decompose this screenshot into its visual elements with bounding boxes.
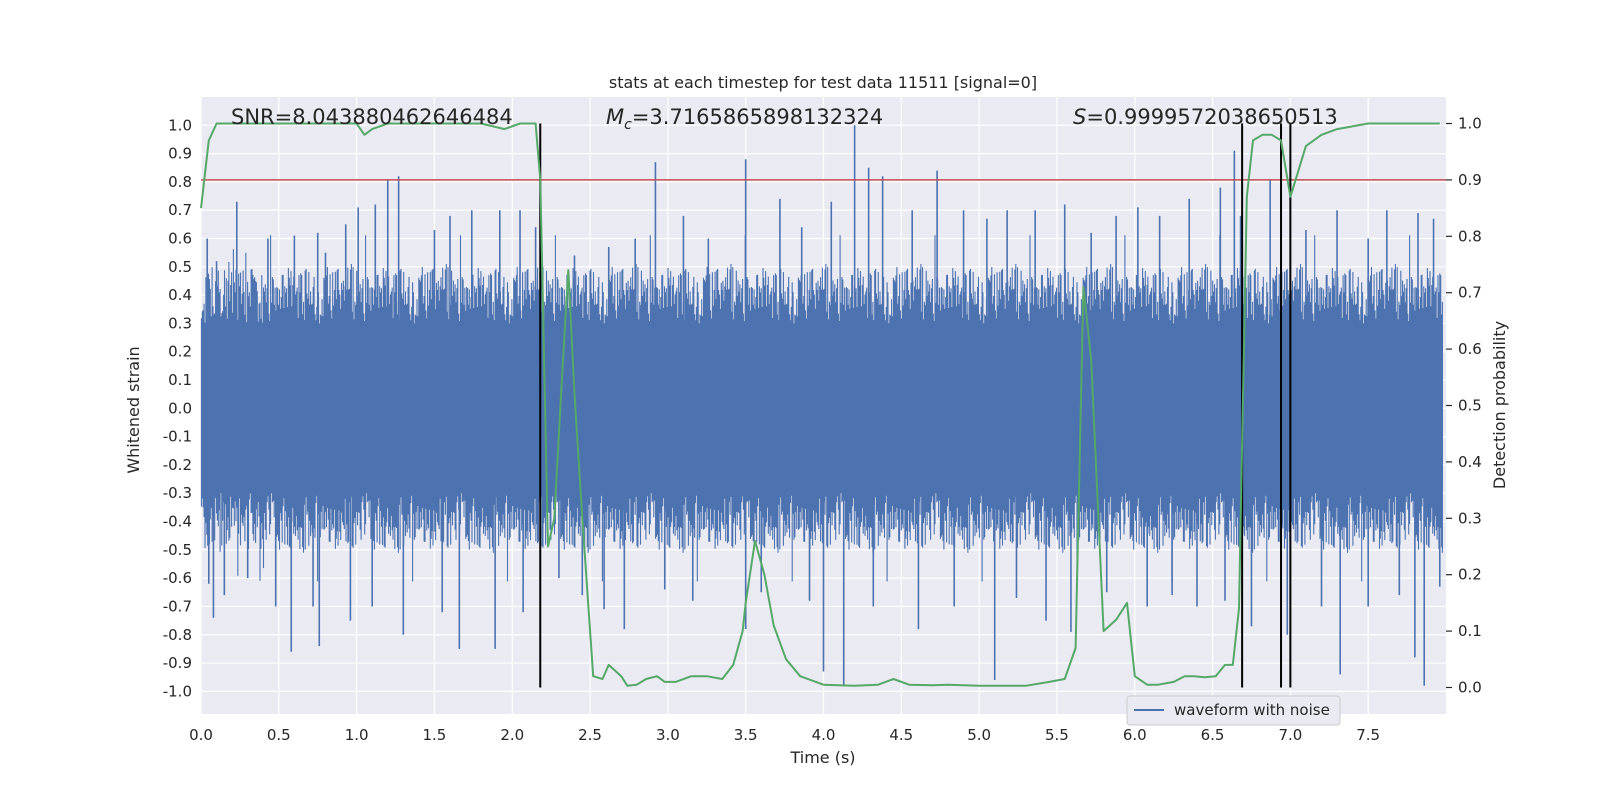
y-tick-label: 0.8 <box>168 173 192 191</box>
x-axis-title: Time (s) <box>789 748 855 767</box>
y-tick-label: 0.3 <box>168 314 192 332</box>
y-tick-label: -0.2 <box>163 456 192 474</box>
y-axis-right: 1.0 0.9 0.8 0.7 0.6 0.5 0.4 0.3 0.2 0.1 0.0 <box>1446 115 1482 696</box>
y-tick-label: -0.9 <box>163 654 192 672</box>
y2-axis-title: Detection probability <box>1490 321 1509 489</box>
y2-tick-label: 0.1 <box>1458 622 1482 640</box>
x-tick-label: 0.0 <box>189 726 213 744</box>
x-tick-label: 0.5 <box>267 726 291 744</box>
s-annotation: S=0.9999572038650513 <box>1073 105 1338 129</box>
mc-annotation: Mc=3.7165865898132324 <box>606 105 883 133</box>
x-tick-label: 5.0 <box>967 726 991 744</box>
y2-tick-label: 0.6 <box>1458 340 1482 358</box>
y2-tick-label: 0.4 <box>1458 453 1482 471</box>
x-tick-label: 2.5 <box>578 726 602 744</box>
x-axis: 0.0 0.5 1.0 1.5 2.0 2.5 3.0 3.5 4.0 4.5 5.0 5.5 6.0 6… <box>189 726 1380 744</box>
y2-tick-label: 0.0 <box>1458 678 1482 696</box>
y-tick-label: 0.2 <box>168 343 192 361</box>
y-tick-label: 0.9 <box>168 145 192 163</box>
mc-subscript: c <box>624 117 632 133</box>
x-tick-label: 2.0 <box>500 726 524 744</box>
waveform-core <box>201 329 1443 488</box>
x-tick-label: 7.0 <box>1278 726 1302 744</box>
x-tick-label: 7.5 <box>1356 726 1380 744</box>
x-tick-label: 6.0 <box>1123 726 1147 744</box>
y-tick-label: -0.5 <box>163 541 192 559</box>
x-tick-label: 3.0 <box>656 726 680 744</box>
legend-box <box>1126 695 1341 726</box>
y-tick-label: 0.4 <box>168 286 192 304</box>
y-tick-label: 0.0 <box>168 399 192 417</box>
y2-tick-label: 0.8 <box>1458 227 1482 245</box>
x-tick-label: 3.5 <box>734 726 758 744</box>
y-axis-title: Whitened strain <box>124 346 143 473</box>
legend-label: waveform with noise <box>1174 701 1330 719</box>
x-tick-label: 4.0 <box>812 726 836 744</box>
x-tick-label: 4.5 <box>889 726 913 744</box>
waveform-series <box>200 125 1443 686</box>
s-value: =0.9999572038650513 <box>1086 105 1337 129</box>
y2-tick-label: 0.5 <box>1458 397 1482 415</box>
y-tick-label: -1.0 <box>163 682 192 700</box>
y2-tick-label: 1.0 <box>1458 115 1482 133</box>
y2-tick-label: 0.3 <box>1458 509 1482 527</box>
legend: waveform with noise <box>1126 695 1341 726</box>
x-tick-label: 1.0 <box>345 726 369 744</box>
y2-tick-label: 0.9 <box>1458 171 1482 189</box>
y-tick-label: 0.6 <box>168 230 192 248</box>
y-tick-label: -0.6 <box>163 569 192 587</box>
y-tick-label: 0.7 <box>168 201 192 219</box>
x-tick-label: 1.5 <box>423 726 447 744</box>
y2-tick-label: 0.2 <box>1458 566 1482 584</box>
y-axis-left: 1.0 0.9 0.8 0.7 0.6 0.5 0.4 0.3 0.2 0.1 0.0 -0.1 -0.… <box>163 116 192 700</box>
s-symbol: S <box>1073 105 1086 129</box>
x-tick-label: 6.5 <box>1201 726 1225 744</box>
probability-series <box>200 122 1440 687</box>
chart-title: stats at each timestep for test data 115… <box>609 73 1037 92</box>
probability-line <box>200 122 1440 687</box>
x-tick-label: 5.5 <box>1045 726 1069 744</box>
y-tick-label: 0.1 <box>168 371 192 389</box>
y-tick-label: -0.4 <box>163 513 192 531</box>
y-tick-label: -0.1 <box>163 428 192 446</box>
y-tick-label: -0.7 <box>163 597 192 615</box>
mc-value: =3.7165865898132324 <box>632 105 883 129</box>
y-tick-label: -0.8 <box>163 626 192 644</box>
y-tick-label: 1.0 <box>168 116 192 134</box>
y-tick-label: 0.5 <box>168 258 192 276</box>
snr-annotation: SNR=8.043880462646484 <box>231 105 513 129</box>
y2-tick-label: 0.7 <box>1458 284 1482 302</box>
mc-symbol: M <box>606 105 624 129</box>
y-tick-label: -0.3 <box>163 484 192 502</box>
